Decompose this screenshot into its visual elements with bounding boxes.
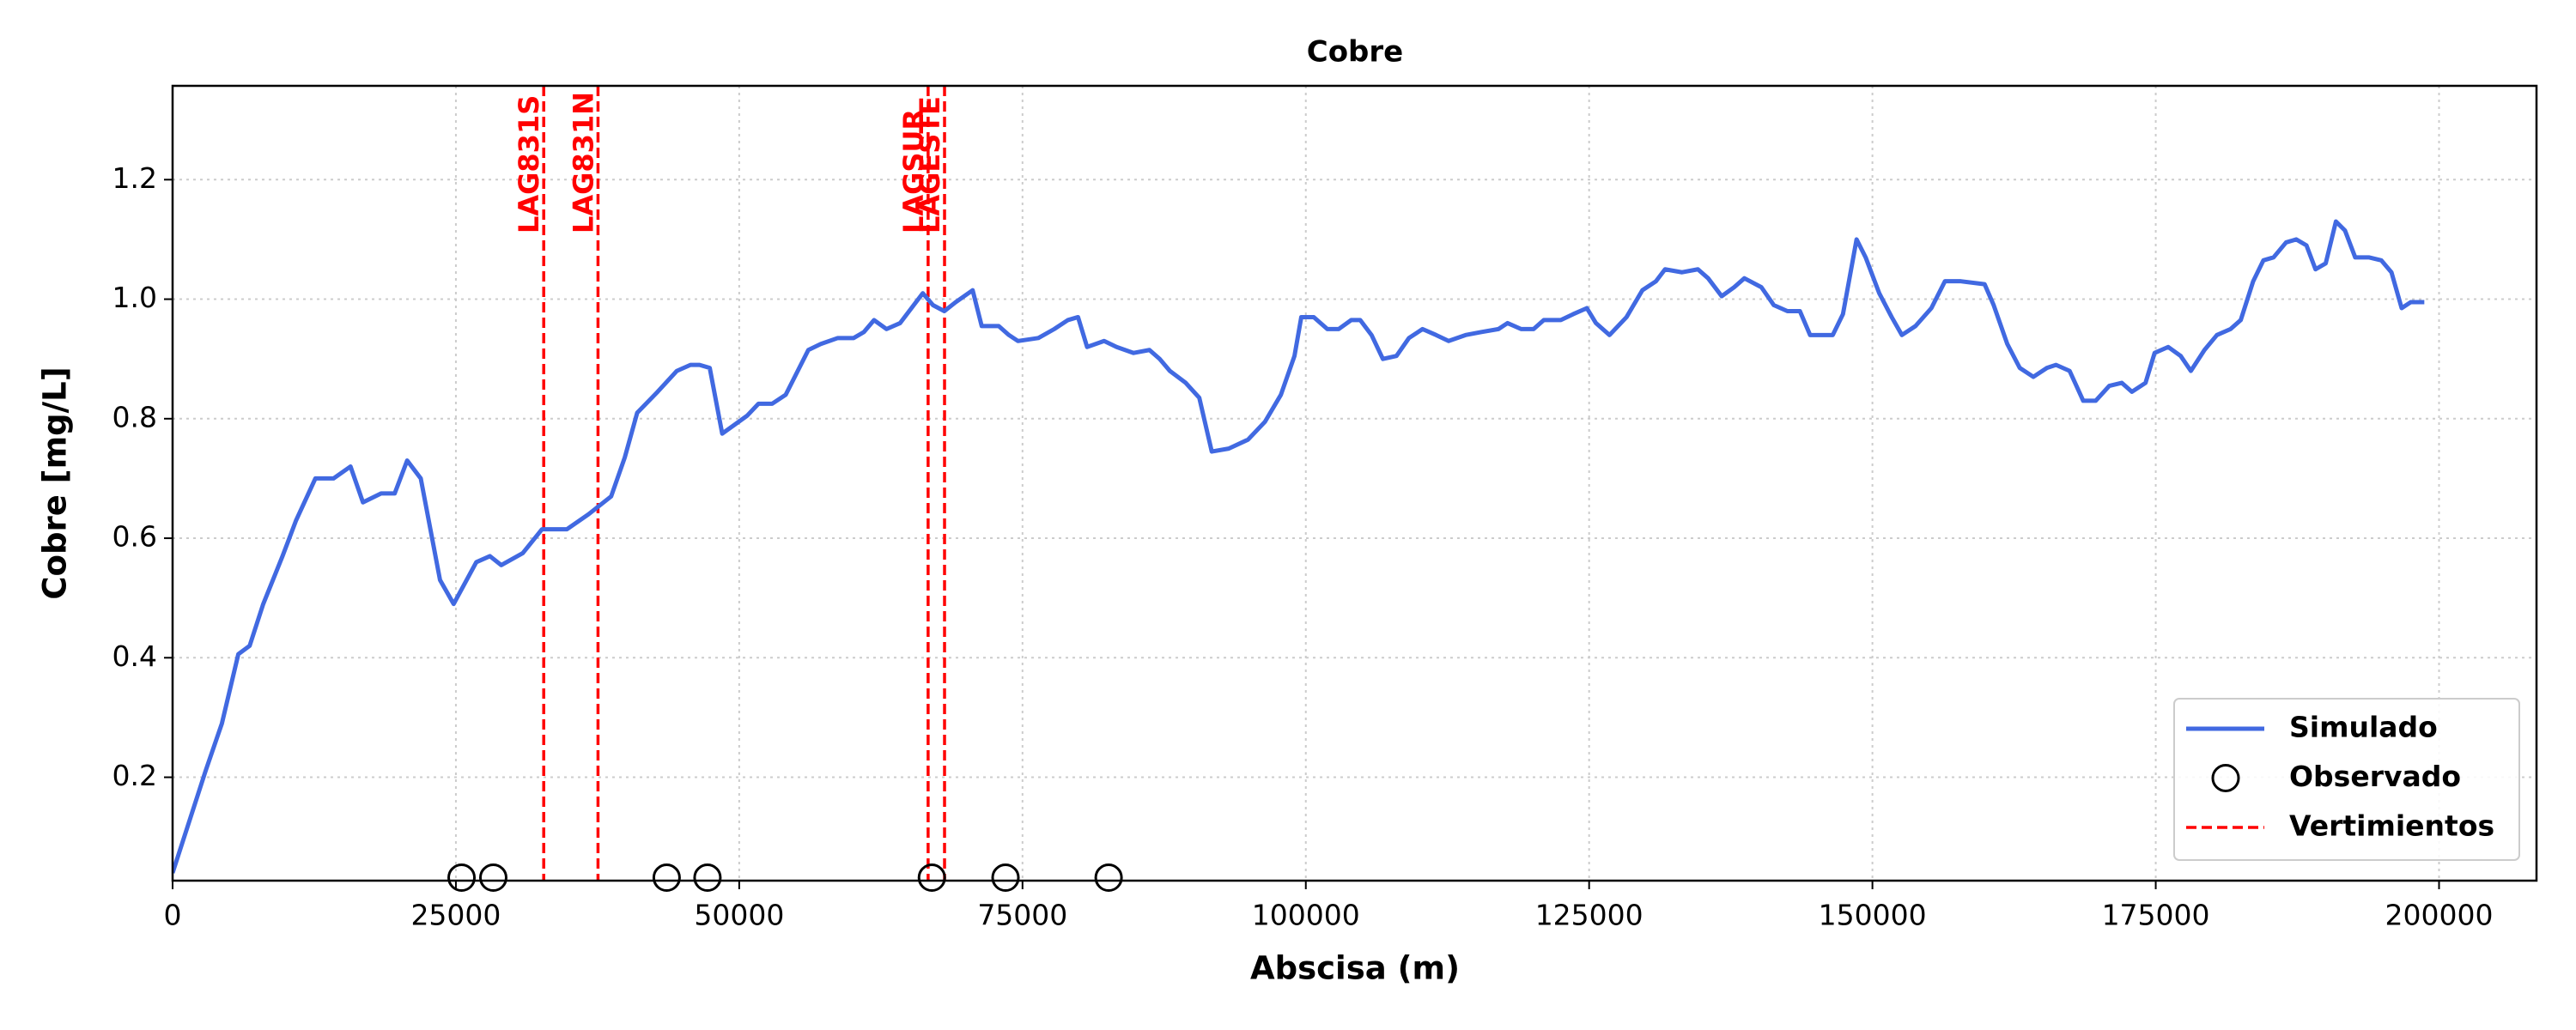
plot-area: [173, 86, 2425, 881]
observed-point: [693, 863, 722, 893]
observed-point: [478, 863, 507, 893]
x-tick-label: 100000: [1252, 899, 1360, 932]
legend-label: Observado: [2289, 760, 2461, 793]
chart-title: Cobre: [1307, 35, 1403, 70]
y-tick-label: 1.0: [112, 281, 157, 314]
y-tick-label: 0.2: [112, 759, 157, 792]
legend-marker: [2211, 764, 2240, 792]
observed-point: [1094, 863, 1123, 893]
y-tick-label: 0.6: [112, 520, 157, 554]
x-tick-label: 200000: [2385, 899, 2494, 932]
vertimiento-label: LAGSUR: [897, 109, 930, 233]
observed-point: [991, 863, 1020, 893]
y-tick-label: 0.4: [112, 639, 157, 673]
x-tick-label: 125000: [1535, 899, 1643, 932]
simulated-line: [173, 219, 2425, 874]
x-tick-label: 25000: [410, 899, 501, 932]
vertimiento-label: LAG831S: [513, 95, 545, 233]
x-tick-label: 175000: [2102, 899, 2210, 932]
plot-frame: [171, 84, 2538, 882]
x-tick-label: 0: [164, 899, 182, 932]
legend-box: [2173, 698, 2520, 861]
x-tick-label: 150000: [1819, 899, 1927, 932]
vertimiento-label: LAGESTE: [914, 96, 946, 233]
observed-point: [447, 863, 477, 893]
x-tick-label: 75000: [977, 899, 1067, 932]
y-tick-label: 1.2: [112, 161, 157, 195]
observed-point: [652, 863, 681, 893]
legend-label: Vertimientos: [2289, 809, 2494, 843]
observed-point: [917, 863, 946, 893]
x-axis-label: Abscisa (m): [1250, 950, 1460, 987]
legend-label: Simulado: [2289, 711, 2438, 744]
vertimiento-label: LAG831N: [567, 92, 599, 233]
y-axis-label: Cobre [mg/L]: [37, 367, 74, 599]
y-tick-label: 0.8: [112, 400, 157, 433]
x-tick-label: 50000: [694, 899, 784, 932]
